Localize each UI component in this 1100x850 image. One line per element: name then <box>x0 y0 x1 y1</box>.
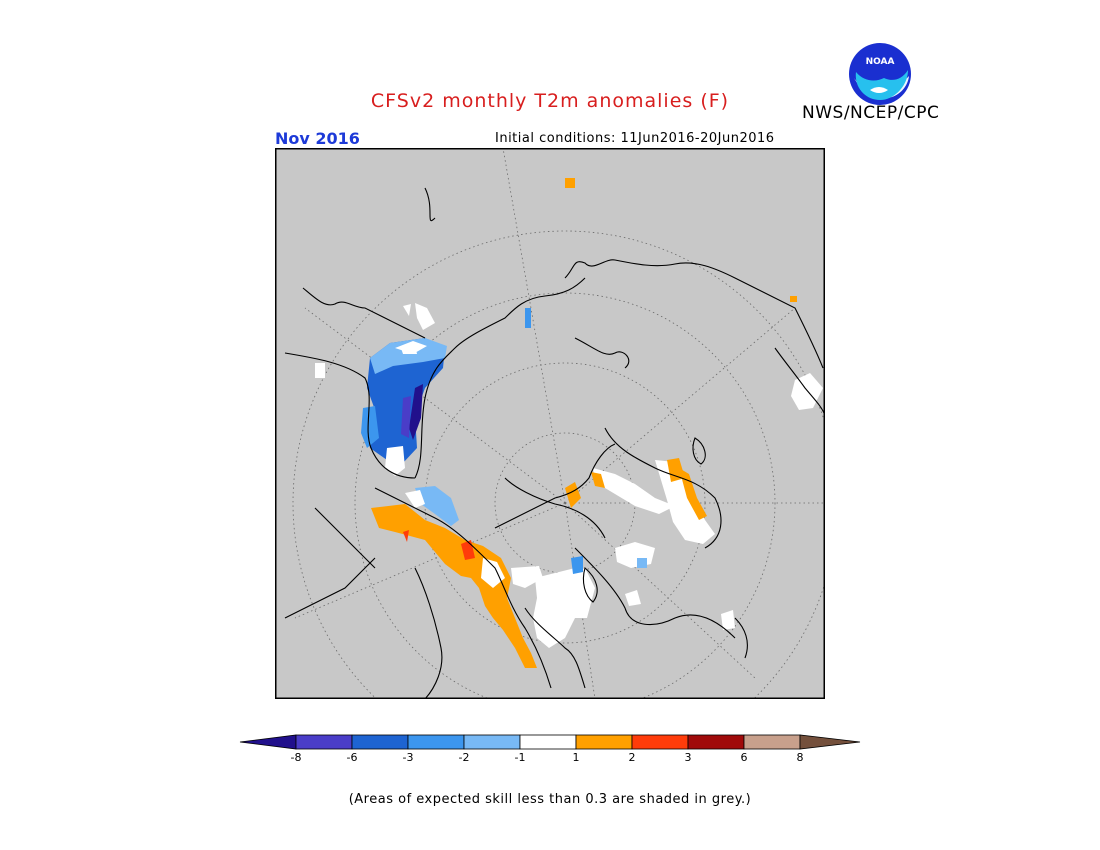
colorbar-cell-p3_p6 <box>687 734 745 750</box>
colorbar-cell-m2_m1 <box>463 734 521 750</box>
colorbar-label: 6 <box>741 751 748 764</box>
colorbar-label: 1 <box>573 751 580 764</box>
colorbar-cell-m8_m6 <box>295 734 353 750</box>
colorbar-cell-p6_p8 <box>743 734 801 750</box>
colorbar-arrow-low <box>239 734 297 750</box>
coastlines <box>284 187 825 699</box>
colorbar-labels: -8 -6 -3 -2 -1 1 2 3 6 8 <box>291 751 804 764</box>
agency-label: NWS/NCEP/CPC <box>802 103 940 123</box>
colorbar-label: 3 <box>685 751 692 764</box>
colorbar-label: -3 <box>403 751 414 764</box>
colorbar-arrow-high <box>799 734 861 750</box>
colorbar-cell-m1_1 <box>519 734 577 750</box>
colorbar-cell-p2_p3 <box>631 734 689 750</box>
map-frame <box>275 148 825 699</box>
colorbar-cell-m6_m3 <box>351 734 409 750</box>
colorbar-cell-p1_p2 <box>575 734 633 750</box>
noaa-logo: NOAA <box>849 43 911 105</box>
colorbar-label: -8 <box>291 751 302 764</box>
colorbar-cell-m3_m2 <box>407 734 465 750</box>
initial-conditions: Initial conditions: 11Jun2016-20Jun2016 <box>495 131 775 146</box>
colorbar-label: 2 <box>629 751 636 764</box>
colorbar: -8 -6 -3 -2 -1 1 2 3 6 8 <box>239 734 861 764</box>
colorbar-cells <box>239 734 861 750</box>
colorbar-label: -1 <box>515 751 526 764</box>
skill-footnote: (Areas of expected skill less than 0.3 a… <box>348 792 752 807</box>
noaa-logo-text: NOAA <box>866 57 895 67</box>
polar-map <box>275 148 825 699</box>
forecast-month: Nov 2016 <box>275 129 360 148</box>
map-title: CFSv2 monthly T2m anomalies (F) <box>370 90 730 112</box>
colorbar-label: -2 <box>459 751 470 764</box>
colorbar-label: 8 <box>797 751 804 764</box>
colorbar-label: -6 <box>347 751 358 764</box>
